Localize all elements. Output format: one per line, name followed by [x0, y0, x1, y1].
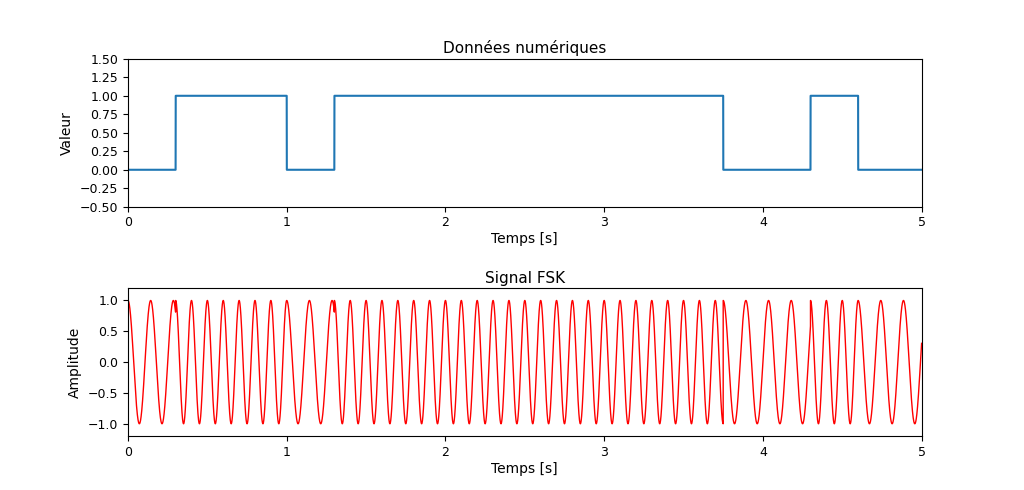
- Y-axis label: Valeur: Valeur: [60, 111, 74, 155]
- X-axis label: Temps [s]: Temps [s]: [492, 232, 558, 246]
- Title: Signal FSK: Signal FSK: [484, 270, 565, 286]
- Y-axis label: Amplitude: Amplitude: [69, 326, 82, 398]
- X-axis label: Temps [s]: Temps [s]: [492, 462, 558, 476]
- Title: Données numériques: Données numériques: [443, 40, 606, 56]
